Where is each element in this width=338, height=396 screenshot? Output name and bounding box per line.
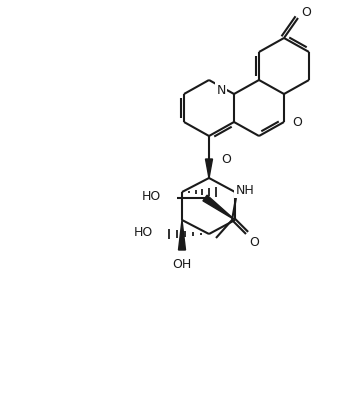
Text: O: O bbox=[292, 116, 302, 128]
Text: O: O bbox=[301, 6, 311, 19]
Polygon shape bbox=[206, 159, 213, 178]
Polygon shape bbox=[178, 220, 186, 250]
Polygon shape bbox=[203, 195, 235, 220]
Text: O: O bbox=[221, 152, 231, 166]
Text: NH: NH bbox=[236, 183, 255, 196]
Text: HO: HO bbox=[142, 190, 161, 202]
Text: N: N bbox=[217, 84, 226, 97]
Text: HO: HO bbox=[134, 225, 153, 238]
Text: OH: OH bbox=[172, 257, 192, 270]
Text: O: O bbox=[249, 236, 259, 249]
Text: O: O bbox=[244, 183, 254, 196]
